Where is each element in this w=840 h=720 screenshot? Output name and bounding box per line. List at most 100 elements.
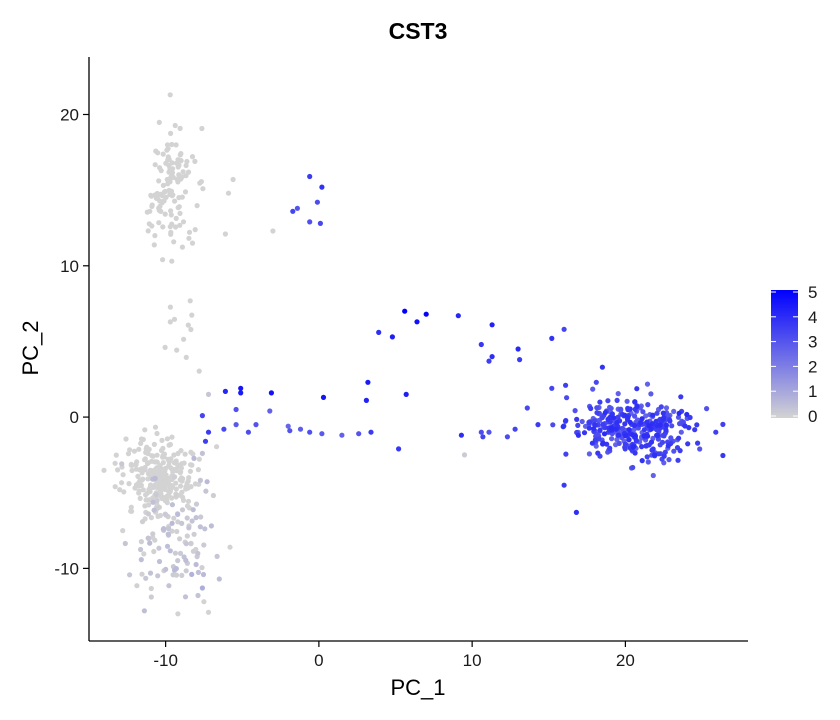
colorbar-label: 0 [808, 407, 817, 426]
data-point [154, 498, 160, 504]
data-point [233, 422, 239, 428]
data-point [129, 462, 135, 468]
data-point [140, 436, 146, 443]
data-point [161, 451, 167, 457]
data-point [517, 357, 523, 363]
data-point [164, 147, 170, 153]
data-point [126, 481, 132, 487]
data-point [654, 410, 660, 416]
data-point [164, 176, 170, 183]
data-point [363, 397, 369, 403]
data-point [594, 431, 600, 438]
data-point [168, 212, 174, 218]
data-point [197, 524, 203, 530]
data-point [267, 408, 273, 414]
data-point [199, 413, 205, 419]
data-point [173, 492, 179, 498]
data-point [656, 451, 662, 457]
data-point [137, 495, 143, 501]
data-point [389, 334, 395, 340]
data-point [198, 179, 204, 185]
data-point [238, 385, 244, 391]
data-point [189, 240, 196, 246]
data-point [183, 568, 189, 574]
data-point [197, 477, 203, 483]
data-point [186, 229, 193, 235]
data-point [486, 358, 492, 364]
data-point [152, 482, 158, 488]
data-point [155, 150, 161, 156]
data-point [270, 228, 276, 234]
data-point [172, 122, 178, 129]
data-point [145, 476, 151, 482]
colorbar-label: 4 [808, 308, 817, 327]
data-point [307, 219, 313, 225]
data-point [144, 444, 150, 450]
x-axis-title: PC_1 [390, 675, 445, 700]
data-point [171, 239, 177, 245]
data-point [593, 443, 599, 449]
data-point [149, 453, 155, 459]
data-point [694, 422, 700, 428]
data-point [626, 427, 632, 433]
data-point [619, 425, 626, 431]
data-point [166, 583, 172, 589]
data-point [158, 487, 164, 493]
data-point [192, 227, 198, 233]
data-point [713, 429, 719, 435]
data-point [164, 436, 170, 442]
data-point [287, 428, 293, 434]
data-point [143, 492, 149, 498]
data-point [135, 473, 141, 479]
data-point [199, 125, 205, 132]
data-point [194, 203, 200, 209]
data-point [137, 478, 143, 484]
data-point [187, 468, 193, 474]
data-point [650, 472, 656, 479]
data-point [180, 219, 187, 225]
data-point [504, 434, 510, 440]
data-point [201, 599, 207, 605]
data-point [203, 488, 209, 494]
data-point [602, 425, 608, 431]
data-point [177, 210, 183, 216]
data-point [196, 481, 202, 487]
data-point [174, 176, 180, 182]
data-point [138, 546, 144, 553]
data-point [155, 573, 161, 579]
data-point [657, 422, 663, 428]
data-point [193, 515, 199, 521]
data-point [148, 594, 154, 600]
color-legend: 5 4 3 2 1 0 [771, 283, 817, 426]
data-point [148, 485, 154, 491]
data-point [167, 304, 173, 310]
data-point [169, 520, 175, 526]
data-point [535, 422, 541, 428]
data-point [668, 435, 674, 441]
data-point [161, 470, 167, 476]
data-point [138, 482, 144, 488]
data-point [161, 481, 168, 487]
data-point [178, 448, 184, 454]
data-point [692, 427, 698, 433]
data-point [486, 429, 492, 435]
data-point [192, 158, 198, 164]
data-point [181, 336, 187, 342]
data-point [189, 462, 195, 468]
data-point [122, 540, 128, 547]
data-point [189, 312, 195, 318]
data-point [156, 558, 163, 565]
data-point [368, 429, 374, 435]
data-point [458, 432, 464, 438]
data-point [648, 391, 654, 397]
data-point [170, 572, 176, 578]
data-point [173, 215, 179, 221]
data-point [586, 425, 592, 431]
data-point [115, 467, 121, 473]
data-point [179, 520, 185, 527]
data-point [177, 222, 183, 228]
data-point [174, 528, 180, 535]
data-point [161, 526, 167, 532]
data-point [184, 480, 190, 486]
data-point [157, 191, 164, 197]
